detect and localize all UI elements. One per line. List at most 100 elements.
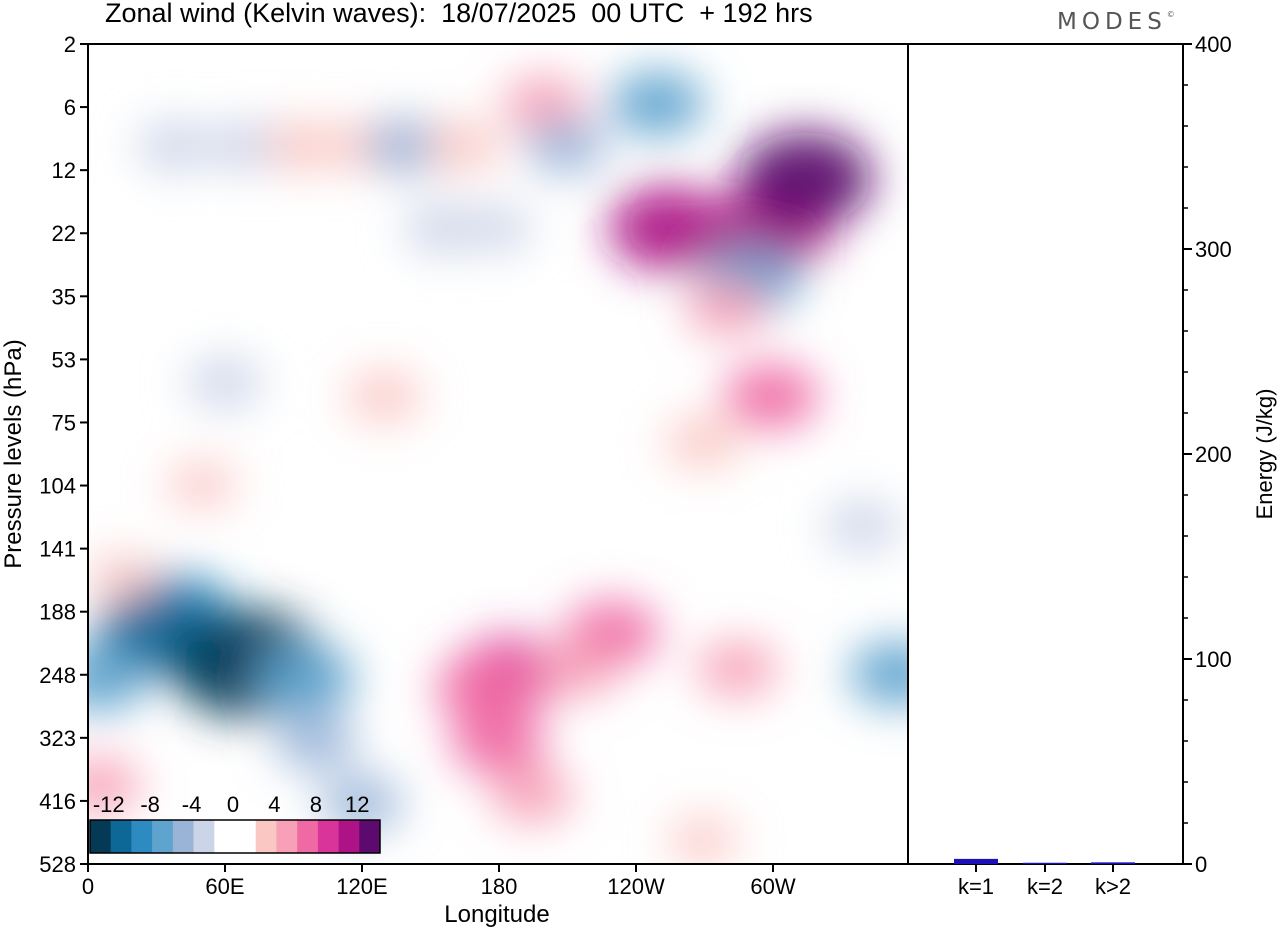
colorbar-tick-label: 12 (345, 792, 369, 817)
colorbar-tick-label: -4 (182, 792, 202, 817)
y-tick-label: 22 (52, 221, 76, 246)
energy-axis: 0 100 200 300 400 (1183, 32, 1232, 877)
y-axis-label: Pressure levels (hPa) (0, 339, 27, 568)
wind-anomaly-easterly-4 (366, 118, 448, 174)
logo-text: MODES (1057, 9, 1167, 35)
x-tick-label: 60E (205, 874, 244, 899)
energy-panel: k=1 k=2 k>2 0 100 200 300 400 Energy (J/kg) (907, 32, 1277, 899)
colorbar-swatch (152, 820, 174, 853)
wind-anomaly-easterly-1 (209, 120, 285, 172)
y-tick-label: 323 (39, 726, 76, 751)
wind-anomaly-westerly-18 (346, 371, 422, 422)
heatmap-panel: 2 6 12 22 35 53 75 104 141 188 248 323 416 528 0 60E 12… (0, 32, 909, 928)
wind-anomaly-easterly-0 (137, 120, 213, 172)
wind-anomaly-westerly-37 (167, 461, 237, 508)
y-tick-label: 141 (39, 537, 76, 562)
wind-anomaly-westerly-5 (426, 120, 502, 172)
wind-anomaly-easterly-14 (463, 205, 533, 251)
colorbar-swatch (214, 820, 236, 853)
colorbar-tick-label: 4 (268, 792, 280, 817)
wind-anomaly-westerly-32 (450, 709, 546, 775)
x-tick-label: 120W (607, 874, 665, 899)
wind-anomaly-westerly-33 (491, 767, 573, 823)
colorbar-swatch (276, 820, 298, 853)
y-tick-label: 104 (39, 474, 76, 499)
colorbar-swatch (255, 820, 277, 853)
wind-anomaly-westerly-17 (665, 417, 741, 468)
energy-tick-label: 200 (1195, 442, 1232, 467)
wind-anomaly-westerly-16 (724, 364, 819, 429)
colorbar-swatch (131, 820, 153, 853)
longitude-axis: 0 60E 120E 180 120W 60W (82, 864, 796, 899)
colorbar-tick-label: 0 (227, 792, 239, 817)
energy-bar-3 (1091, 862, 1135, 864)
energy-category-label: k>2 (1095, 874, 1131, 899)
wind-anomaly-easterly-26 (320, 775, 403, 832)
wind-anomaly-westerly-11 (739, 131, 872, 226)
wind-anomaly-easterly-34 (849, 641, 908, 707)
y-tick-label: 12 (52, 158, 76, 183)
energy-category-label: k=2 (1027, 874, 1063, 899)
energy-tick-label: 0 (1195, 852, 1207, 877)
y-tick-label: 528 (39, 852, 76, 877)
x-tick-label: 180 (481, 874, 518, 899)
chart-title: Zonal wind (Kelvin waves): 18/07/2025 00… (105, 0, 813, 28)
energy-category-label: k=1 (958, 874, 994, 899)
wind-anomaly-easterly-24 (88, 646, 147, 712)
logo-copyright-mark: © (1166, 10, 1175, 19)
y-tick-label: 248 (39, 663, 76, 688)
colorbar-swatch (193, 820, 215, 853)
wind-anomaly-westerly-38 (88, 554, 157, 600)
energy-tick-label: 400 (1195, 32, 1232, 57)
wind-anomaly-westerly-39 (668, 817, 738, 864)
colorbar-swatch (90, 820, 112, 853)
y-tick-label: 35 (52, 284, 76, 309)
colorbar-swatch (317, 820, 339, 853)
colorbar-tick-label: -8 (140, 792, 160, 817)
x-tick-label: 60W (750, 874, 795, 899)
colorbar-swatch (297, 820, 319, 853)
energy-bars: k=1 k=2 k>2 (954, 858, 1135, 899)
energy-tick-label: 100 (1195, 647, 1232, 672)
y-tick-label: 188 (39, 600, 76, 625)
y-tick-label: 53 (52, 347, 76, 372)
colorbar-swatch (172, 820, 194, 853)
colorbar-tick-label: 8 (310, 792, 322, 817)
y-tick-label: 416 (39, 789, 76, 814)
y-tick-label: 75 (52, 410, 76, 435)
wind-anomaly-easterly-8 (610, 71, 705, 136)
x-tick-label: 120E (336, 874, 387, 899)
wind-anomaly-westerly-2 (266, 120, 342, 172)
y-tick-label: 2 (64, 32, 76, 57)
energy-bar-2 (1023, 862, 1067, 864)
energy-tick-label: 300 (1195, 237, 1232, 262)
wind-anomaly-easterly-23 (254, 644, 355, 714)
x-tick-label: 0 (82, 874, 94, 899)
heatmap-field (88, 71, 908, 864)
modes-logo: MODES© (1057, 9, 1175, 35)
colorbar-tick-label: -12 (93, 792, 125, 817)
wind-anomaly-westerly-6 (502, 76, 585, 132)
colorbar-swatch (359, 820, 381, 853)
wind-anomaly-easterly-35 (824, 500, 901, 552)
wind-anomaly-easterly-19 (187, 357, 263, 408)
wind-anomaly-easterly-15 (403, 203, 479, 254)
y-tick-label: 6 (64, 95, 76, 120)
wind-anomaly-westerly-28 (436, 653, 537, 724)
wind-anomaly-westerly-31 (696, 641, 778, 697)
wind-anomaly-westerly-13 (685, 279, 767, 336)
energy-frame (907, 43, 1184, 865)
colorbar-frame (89, 819, 381, 854)
pressure-axis: 2 6 12 22 35 53 75 104 141 188 248 323 416 528 (39, 32, 88, 877)
wind-anomaly-westerly-30 (536, 641, 619, 697)
energy-bar-1 (954, 858, 998, 865)
wind-anomaly-westerly-36 (88, 758, 141, 814)
colorbar-swatch (110, 820, 132, 853)
colorbar: -12 -8 -4 0 4 8 12 (89, 792, 381, 854)
colorbar-swatch (338, 820, 360, 853)
wind-anomaly-easterly-7 (525, 118, 608, 174)
colorbar-swatch (235, 820, 257, 853)
wind-anomaly-westerly-9 (608, 186, 729, 271)
energy-axis-label: Energy (J/kg) (1252, 389, 1277, 520)
